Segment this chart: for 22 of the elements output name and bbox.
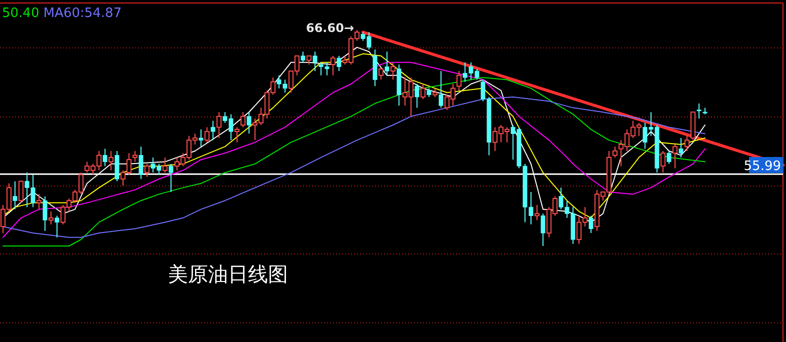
candlestick: [678, 138, 684, 158]
candlestick: [198, 128, 204, 148]
candlestick: [12, 180, 18, 210]
candlestick: [372, 48, 378, 87]
candlestick: [312, 51, 318, 72]
text: MA60:54.87: [39, 6, 122, 21]
candlestick: [42, 196, 48, 232]
candlestick: [216, 112, 222, 138]
candlestick: [210, 120, 216, 141]
candlestick: [246, 112, 252, 134]
candlestick: [132, 150, 138, 162]
candlestick: [48, 210, 54, 225]
annotation: 66.60→: [306, 21, 354, 35]
candlestick: [102, 148, 108, 167]
candlestick: [456, 70, 462, 91]
candlestick: [384, 51, 390, 76]
candlestick: [108, 150, 114, 171]
candlestick: [138, 146, 144, 180]
text: 美原油日线图: [168, 262, 288, 286]
candlestick: [396, 64, 402, 106]
text: 50.40: [2, 6, 40, 21]
candlestick: [36, 194, 42, 210]
